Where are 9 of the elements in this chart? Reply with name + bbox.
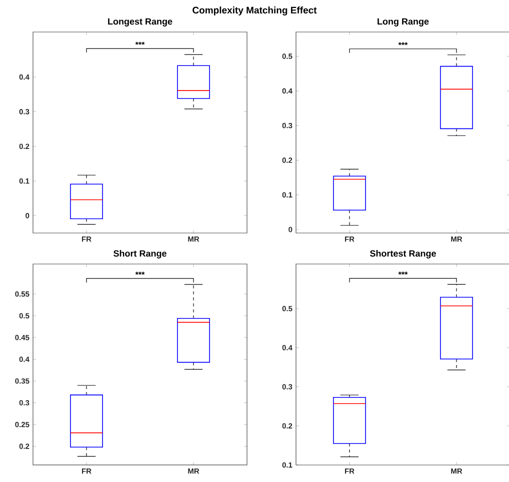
chart-title: Longest Range	[108, 18, 172, 26]
annotation: ***	[398, 42, 408, 46]
chart-title: Shortest Range	[370, 250, 436, 258]
chart-title: Short Range	[114, 250, 166, 258]
annotation: ***	[135, 42, 145, 45]
chart-title: Long Range	[378, 18, 429, 26]
annotation: ***	[135, 272, 145, 275]
text: Complexity Matching Effect	[192, 6, 317, 16]
annotation: ***	[398, 272, 408, 275]
